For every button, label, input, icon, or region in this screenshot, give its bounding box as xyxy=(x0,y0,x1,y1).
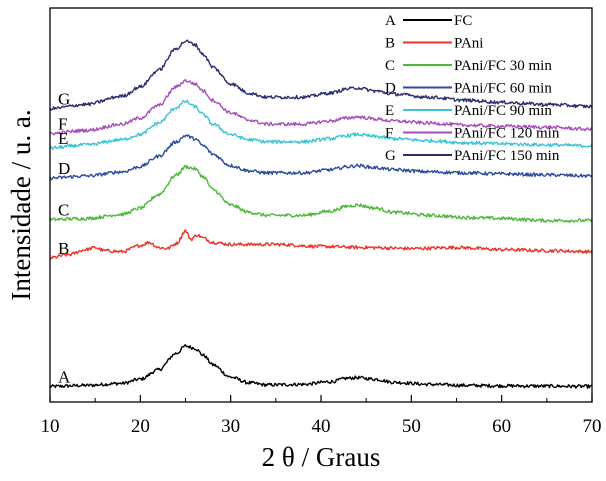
legend: A FC B PAni C PAni/FC 30 min D PAni/FC 60 min E P… xyxy=(385,13,560,164)
curve-label-e: E xyxy=(58,129,68,148)
series-layer xyxy=(49,39,593,389)
curve-label-b: B xyxy=(58,239,69,258)
legend-item-g: G PAni/FC 150 min xyxy=(385,148,560,164)
series-line-f xyxy=(49,78,593,136)
x-axis-title: 2 θ / Graus xyxy=(262,442,381,472)
legend-item-a: A FC xyxy=(385,13,472,29)
curve-label-f: F xyxy=(58,115,67,134)
legend-letter: C xyxy=(385,58,395,74)
series-line-g xyxy=(49,39,593,111)
series-line-e xyxy=(49,99,593,150)
curve-label-c: C xyxy=(58,201,69,220)
series-line-d xyxy=(49,134,593,181)
curve-label-g: G xyxy=(58,90,70,109)
legend-label: PAni/FC 120 min xyxy=(454,126,560,142)
legend-item-d: D PAni/FC 60 min xyxy=(385,81,552,97)
x-tick-label: 40 xyxy=(312,416,331,437)
legend-letter: D xyxy=(385,81,396,97)
legend-letter: A xyxy=(385,13,396,29)
x-tick-label: 60 xyxy=(492,416,511,437)
legend-item-f: F PAni/FC 120 min xyxy=(385,126,560,142)
tick-layer: 10 20 30 40 50 60 70 xyxy=(41,395,602,437)
x-tick-label: 50 xyxy=(402,416,421,437)
legend-letter: B xyxy=(385,36,395,52)
legend-letter: G xyxy=(385,148,396,164)
x-tick-label: 30 xyxy=(221,416,240,437)
legend-item-b: B PAni xyxy=(385,36,483,52)
legend-label: PAni/FC 90 min xyxy=(454,103,552,119)
legend-label: PAni/FC 150 min xyxy=(454,148,560,164)
series-line-c xyxy=(49,164,593,223)
curve-label-a: A xyxy=(58,367,71,386)
x-tick-label: 20 xyxy=(131,416,150,437)
legend-item-c: C PAni/FC 30 min xyxy=(385,58,552,74)
legend-label: PAni/FC 30 min xyxy=(454,58,552,74)
x-tick-label: 70 xyxy=(583,416,602,437)
curve-label-d: D xyxy=(58,159,70,178)
series-line-a xyxy=(49,344,593,389)
legend-item-e: E PAni/FC 90 min xyxy=(385,103,552,119)
legend-label: PAni xyxy=(454,36,483,52)
legend-label: PAni/FC 60 min xyxy=(454,81,552,97)
legend-letter: F xyxy=(385,126,393,142)
series-line-b xyxy=(49,229,593,260)
x-tick-label: 10 xyxy=(41,416,60,437)
legend-letter: E xyxy=(385,103,394,119)
legend-label: FC xyxy=(454,13,472,29)
y-axis-title: Intensidade / u. a. xyxy=(6,109,36,300)
